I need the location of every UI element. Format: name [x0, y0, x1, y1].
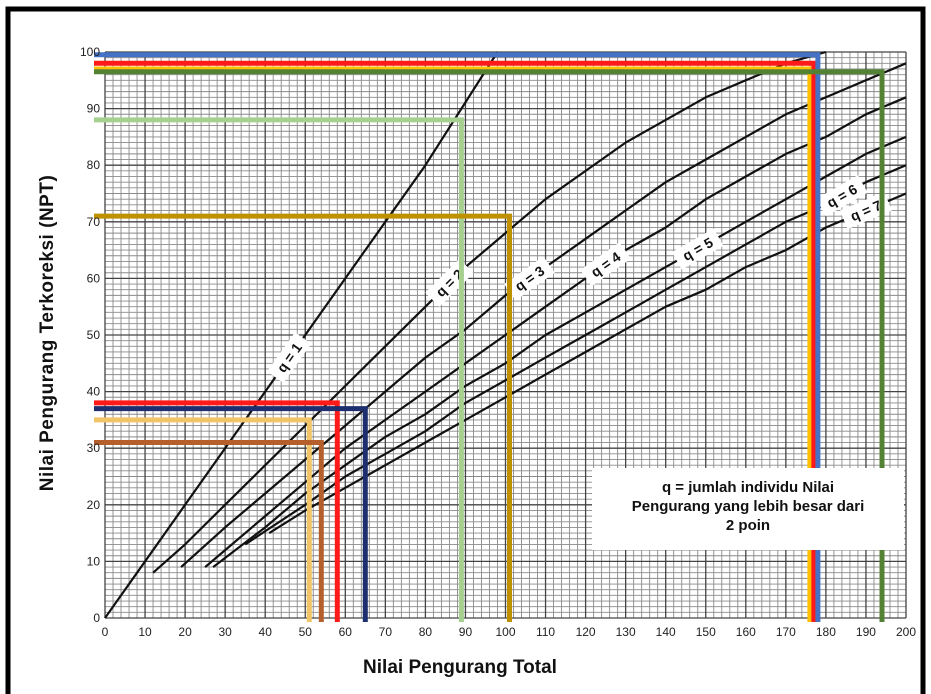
x-tick-label: 70: [379, 625, 393, 639]
curve-label-bg: [816, 175, 868, 217]
curve-q7: [268, 192, 907, 535]
x-tick-label: 150: [696, 625, 716, 639]
guide-line-2: [94, 440, 324, 622]
guide-line-3: [94, 400, 340, 622]
x-tick-label: 190: [856, 625, 876, 639]
curve-label-bg: [504, 256, 555, 301]
x-tick-label: 170: [776, 625, 796, 639]
x-tick-label: 110: [536, 625, 555, 639]
y-tick-label: 80: [87, 158, 101, 172]
legend-note: q = jumlah individu Nilai Pengurang yang…: [592, 468, 904, 550]
x-axis-label: Nilai Pengurang Total: [363, 657, 557, 678]
guide-line-8: [94, 60, 817, 622]
x-tick-label: 160: [736, 625, 756, 639]
curve-label-bg: [671, 228, 724, 270]
x-tick-label: 10: [138, 625, 152, 639]
guide-line-4: [94, 406, 368, 622]
x-axis-ticks: 0 10 20 30 40 50 60 70 80 90 100 110 120 130 140 150 160…: [102, 625, 917, 639]
curve-q2: [152, 50, 827, 574]
legend-line-3: 2 poin: [725, 517, 771, 534]
curve-label-q6: q = 6: [816, 175, 868, 217]
y-tick-label: 100: [80, 45, 100, 59]
x-tick-label: 40: [259, 625, 273, 639]
guide-line-6: [94, 213, 512, 622]
guide-line-5: [94, 117, 464, 622]
y-tick-label: 70: [87, 215, 101, 229]
curve-label-q7: q = 7: [839, 191, 892, 230]
reading-guides: [94, 52, 885, 622]
x-tick-label: 180: [816, 625, 836, 639]
y-tick-label: 90: [87, 102, 101, 116]
x-tick-label: 0: [102, 625, 109, 639]
y-tick-label: 30: [87, 441, 101, 455]
y-tick-label: 20: [87, 498, 101, 512]
legend-line-2: Pengurang yang lebih besar dari: [631, 498, 865, 515]
x-tick-label: 30: [218, 625, 232, 639]
y-tick-label: 10: [87, 554, 101, 568]
guide-line-7: [94, 66, 813, 622]
x-tick-label: 90: [459, 625, 473, 639]
curve-label-bg: [839, 191, 892, 230]
guide-line-10: [94, 69, 885, 622]
y-axis-label: Nilai Pengurang Terkoreksi (NPT): [37, 174, 58, 492]
curve-q6: [244, 164, 907, 546]
y-tick-label: 50: [87, 328, 101, 342]
y-tick-label: 40: [87, 385, 101, 399]
y-axis-ticks: 0 10 20 30 40 50 60 70 80 90 100: [80, 45, 100, 625]
curve-q1: [104, 51, 499, 619]
y-tick-label: 0: [93, 611, 100, 625]
x-tick-label: 80: [419, 625, 433, 639]
guide-line-9: [94, 52, 821, 622]
x-tick-label: 20: [178, 625, 192, 639]
curve-label-bg: [267, 332, 312, 383]
x-tick-label: 50: [299, 625, 313, 639]
x-tick-label: 120: [576, 625, 596, 639]
x-tick-label: 130: [616, 625, 636, 639]
curve-label-bg: [580, 242, 631, 287]
legend-line-1: q = jumlah individu Nilai: [661, 479, 835, 496]
x-tick-label: 60: [339, 625, 353, 639]
x-tick-label: 100: [495, 625, 515, 639]
y-tick-label: 60: [87, 271, 101, 285]
x-tick-label: 140: [656, 625, 676, 639]
x-tick-label: 200: [896, 625, 916, 639]
guide-line-1: [94, 417, 312, 622]
